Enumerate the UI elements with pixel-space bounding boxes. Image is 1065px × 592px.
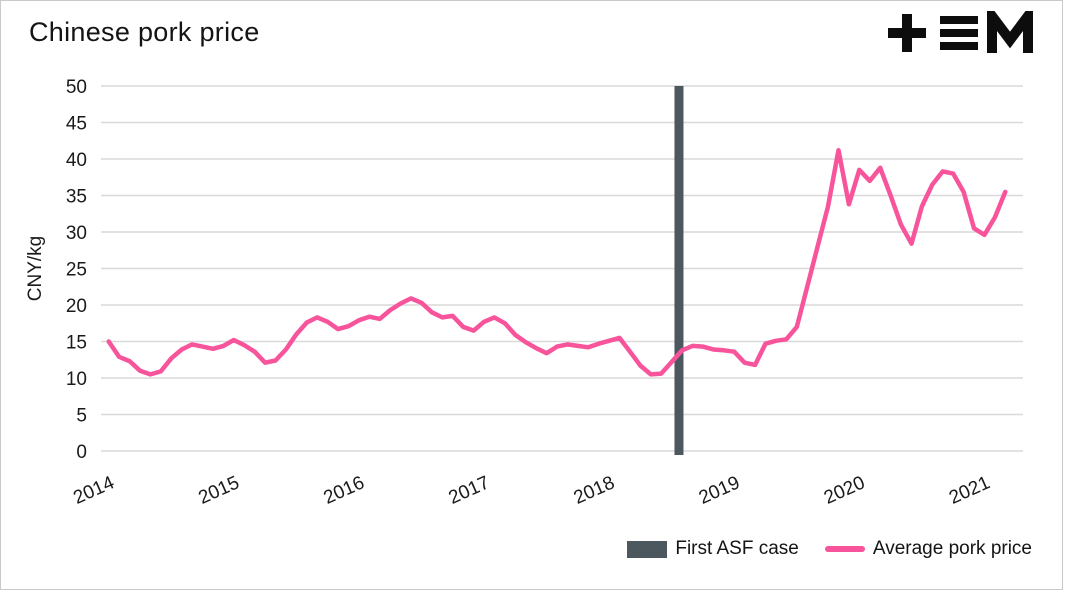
legend-item-asf: First ASF case (627, 538, 799, 560)
y-tick-label-15: 15 (66, 333, 87, 354)
logo-m (987, 0, 1033, 53)
y-tick-label-50: 50 (66, 77, 87, 98)
logo-bar-top (940, 16, 978, 24)
pork-price-chart: 0 5 10 15 20 25 30 35 40 45 50 2014 2015 2016 2017 2018… (25, 77, 1023, 509)
first-asf-case-bar (674, 86, 684, 455)
y-tick-label-40: 40 (66, 150, 87, 171)
tem-logo-glyphs (888, 0, 1033, 53)
legend-label-price: Average pork price (872, 538, 1032, 559)
asf-bar-swatch (627, 540, 668, 558)
price-line-swatch (824, 546, 865, 552)
x-tick-label-2019: 2019 (696, 472, 743, 508)
y-tick-label-5: 5 (76, 406, 87, 427)
x-tick-label-2018: 2018 (571, 472, 618, 508)
average-pork-price-line (106, 147, 1008, 377)
x-tick-label-2016: 2016 (321, 472, 368, 508)
chart-legend: First ASF case Average pork price (627, 538, 1032, 560)
chart-title: Chinese pork price (29, 17, 260, 47)
legend-label-asf: First ASF case (675, 538, 799, 559)
tem-logo (888, 0, 1038, 60)
y-tick-label-35: 35 (66, 187, 87, 208)
x-tick-label-2014: 2014 (70, 472, 118, 509)
y-tick-label-20: 20 (66, 296, 87, 317)
y-tick-label-10: 10 (66, 369, 87, 390)
y-tick-label-0: 0 (76, 442, 87, 463)
legend-item-price: Average pork price (824, 538, 1032, 560)
logo-plus-vertical (902, 14, 912, 52)
y-axis-label: CNY/kg (25, 236, 46, 301)
logo-bar-bottom (940, 42, 978, 50)
x-tick-label-2017: 2017 (446, 472, 493, 508)
y-tick-label-25: 25 (66, 260, 87, 281)
x-tick-label-2020: 2020 (821, 472, 868, 508)
x-tick-label-2015: 2015 (195, 472, 242, 508)
y-tick-label-30: 30 (66, 223, 87, 244)
logo-bar-middle (940, 29, 978, 37)
x-tick-label-2021: 2021 (946, 472, 993, 508)
y-tick-label-45: 45 (66, 114, 87, 135)
